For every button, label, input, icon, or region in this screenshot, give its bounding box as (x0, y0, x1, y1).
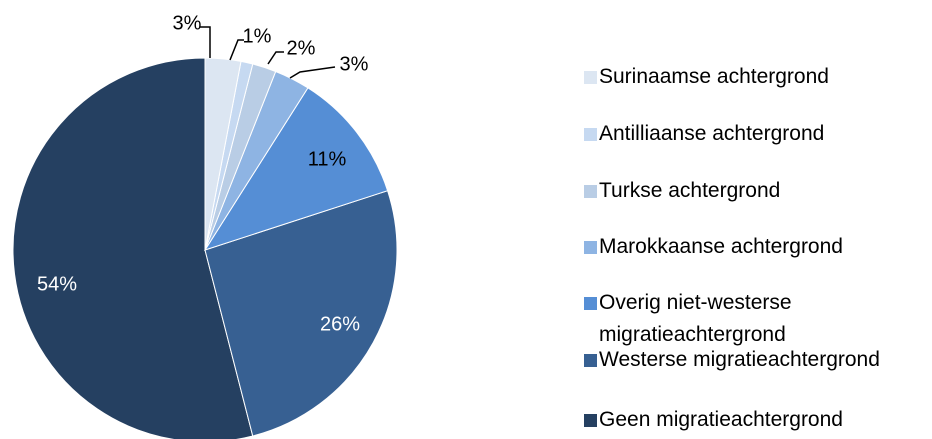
pie-slice (204, 57, 242, 251)
leader-line (229, 39, 244, 61)
data-label: 11% (308, 148, 347, 170)
legend-swatch (584, 185, 597, 198)
legend-label: Surinaamse achtergrond (599, 65, 829, 88)
pie-slice (204, 190, 398, 437)
data-label: 1% (243, 25, 272, 47)
data-label: 3% (340, 53, 369, 75)
data-label: 26% (320, 313, 360, 335)
legend-item: Turkse achtergrond (584, 175, 919, 207)
legend-label: Marokkaanse achtergrond (599, 235, 843, 258)
data-label: 2% (287, 37, 316, 59)
legend-item: Westerse migratieachtergrond (584, 344, 919, 376)
data-label: 3% (173, 12, 202, 34)
legend-swatch (584, 297, 597, 310)
legend-item: Surinaamse achtergrond (584, 61, 919, 93)
pie-slice (203, 87, 389, 251)
legend-label: Geen migratieachtergrond (599, 408, 843, 431)
leader-line (200, 26, 211, 58)
legend-label: Antilliaanse achtergrond (599, 122, 825, 145)
leader-line (267, 51, 284, 65)
legend-swatch (584, 414, 597, 427)
pie-slice (12, 57, 254, 439)
legend-item: Marokkaanse achtergrond (584, 231, 919, 263)
data-label: 54% (37, 273, 77, 295)
legend-swatch (584, 241, 597, 254)
legend-swatch (584, 128, 597, 141)
legend-label: Westerse migratieachtergrond (599, 348, 880, 371)
leader-lines (200, 26, 336, 79)
legend-item: Geen migratieachtergrond (584, 404, 919, 436)
legend-swatch (584, 71, 597, 84)
legend-label: Turkse achtergrond (599, 179, 781, 202)
legend-item: Antilliaanse achtergrond (584, 118, 919, 150)
legend-item: Overig niet-westerse migratieachtergrond (584, 287, 919, 351)
legend-swatch (584, 354, 597, 367)
leader-line (289, 66, 336, 79)
legend-label: Overig niet-westerse migratieachtergrond (599, 291, 792, 346)
